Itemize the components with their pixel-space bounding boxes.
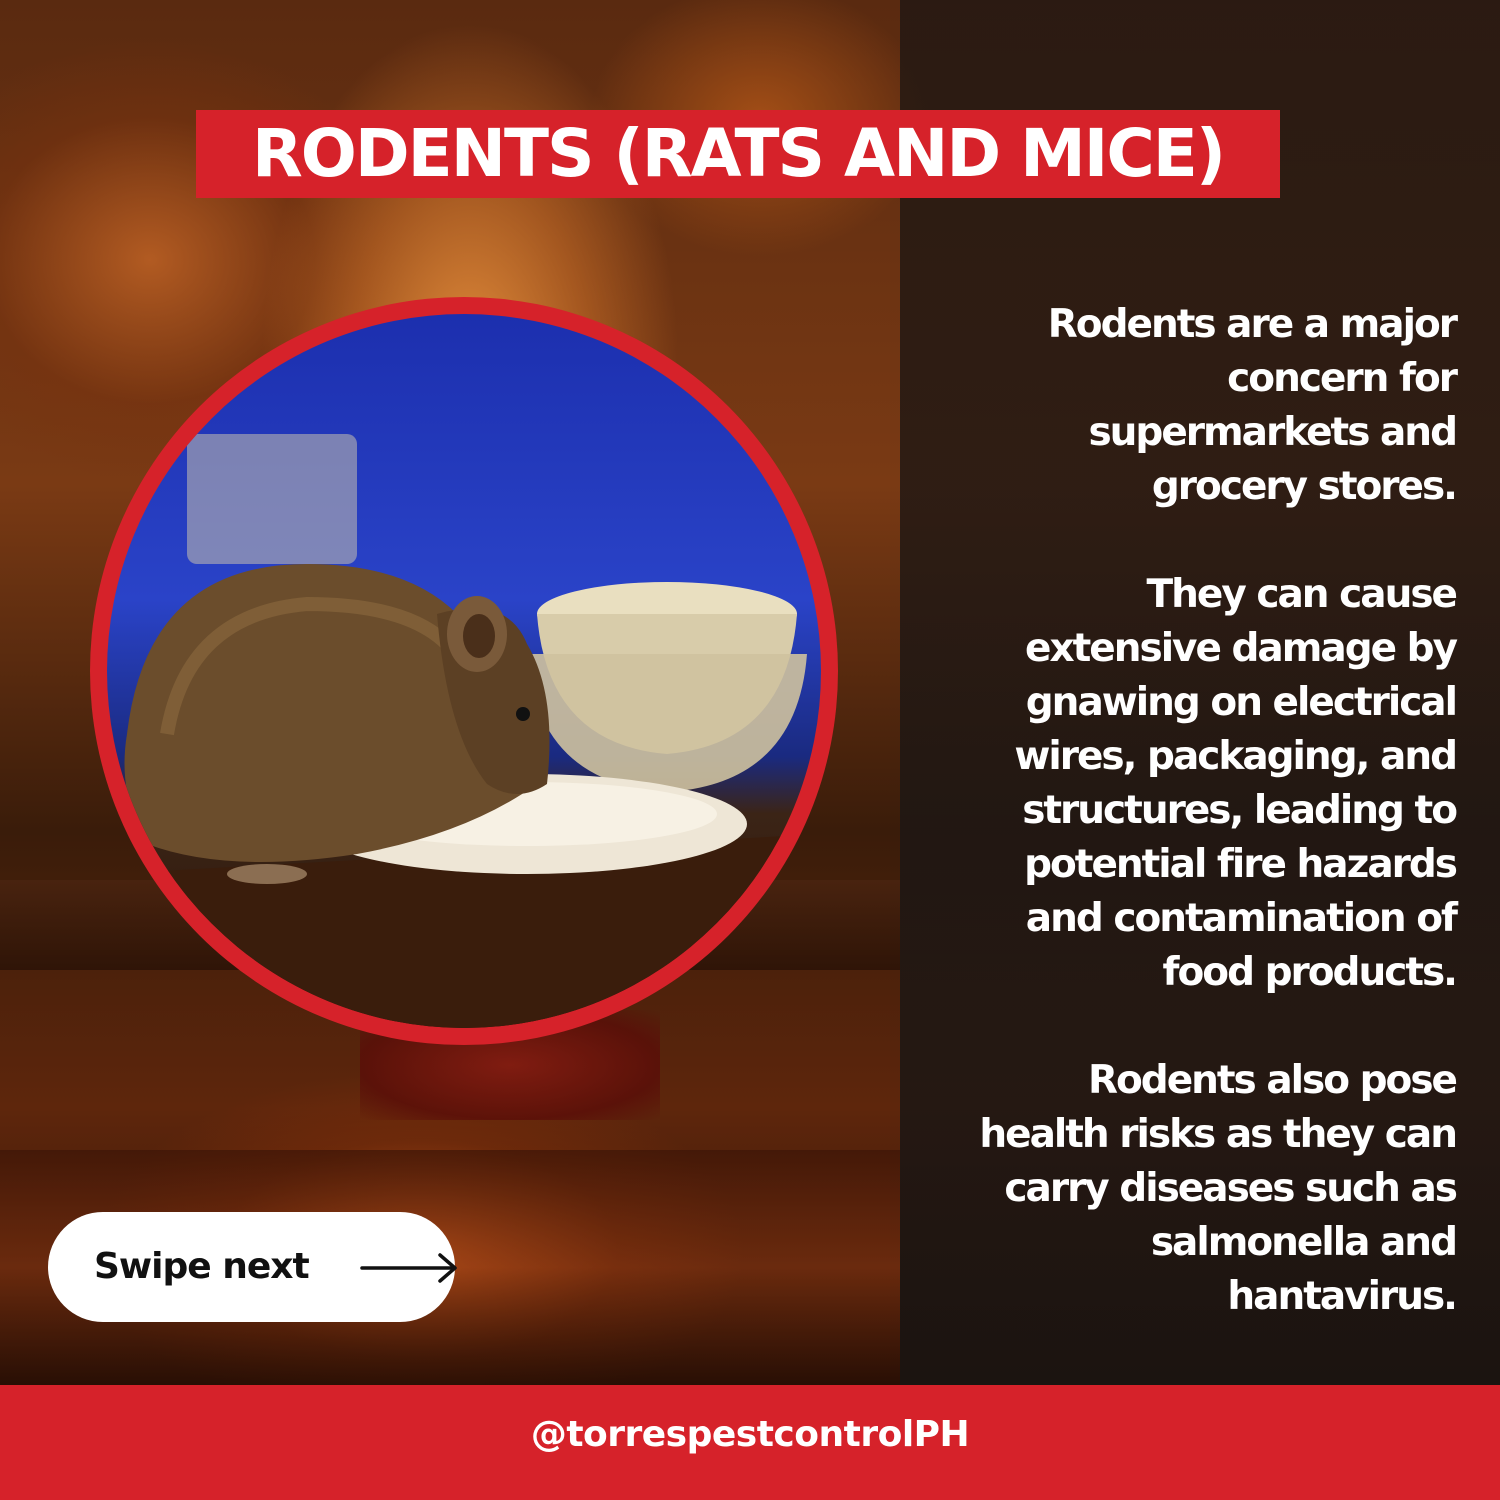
swipe-next-label: Swipe next: [94, 1246, 310, 1287]
text-panel-overlay: [900, 0, 1500, 1385]
page-title: RODENTS (RATS AND MICE): [251, 115, 1226, 192]
description-text: Rodents are a major concern for supermar…: [956, 298, 1458, 1324]
paragraph-damage: They can cause extensive damage by gnawi…: [1014, 572, 1458, 995]
rodent-foot: [227, 864, 307, 884]
cup: [187, 434, 357, 564]
title-highlight: [196, 110, 1280, 198]
social-handle: @torrespestcontrolPH: [530, 1414, 970, 1455]
swipe-next-button[interactable]: Swipe next: [48, 1212, 457, 1322]
footer-bar: @torrespestcontrolPH: [0, 1385, 1500, 1500]
rodent-eye: [516, 707, 530, 721]
paragraph-health-risks: Rodents also pose health risks as they c…: [979, 1058, 1458, 1319]
rodent-ear-inner: [463, 614, 495, 658]
paragraph-concern: Rodents are a major concern for supermar…: [1047, 302, 1458, 509]
arrow-right-icon: [360, 1253, 457, 1283]
rodent-fur-highlight: [160, 596, 452, 736]
bowl-lower: [527, 654, 807, 792]
rodent-photo: [107, 314, 821, 1028]
rodent-illustration: [107, 434, 821, 1028]
